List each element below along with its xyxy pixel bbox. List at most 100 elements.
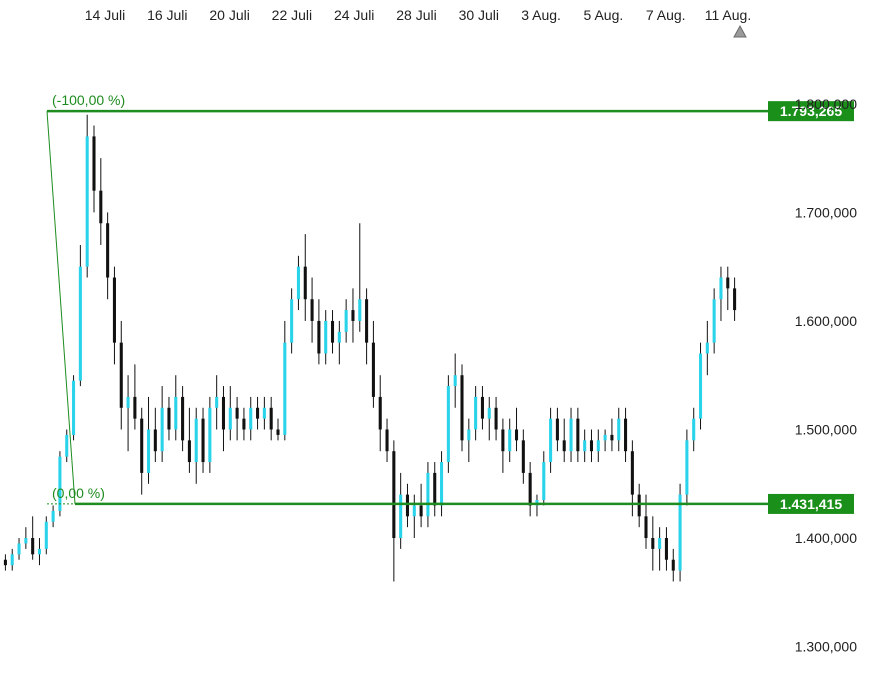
fib-anchor-line[interactable] [46,111,76,504]
x-tick-label: 14 Juli [85,7,125,23]
candle-body [160,407,164,452]
x-tick-label: 28 Juli [396,7,436,23]
x-tick-label: 20 Juli [209,7,249,23]
candle-body [24,538,28,544]
candle-body [242,418,246,430]
candle-body [51,510,55,522]
candle-body [194,418,198,463]
fib-level-label: (0,00 %) [52,485,105,501]
candle-body [228,407,232,430]
candle-body [487,407,491,419]
candle-body [446,386,450,463]
x-tick-label: 3 Aug. [521,7,561,23]
candle-body [630,451,634,495]
candle-body [392,451,396,539]
candle-body [528,472,532,506]
candle-body [610,434,614,441]
candle-body [399,494,403,539]
candle-body [569,418,573,452]
candle-body [187,440,191,463]
candle-body [549,418,553,463]
candle-body [174,396,178,430]
candle-body [637,494,641,517]
candle-body [583,440,587,452]
candle-body [17,543,21,555]
candle-body [106,223,110,278]
candle-body [58,456,62,511]
candle-body [603,434,607,441]
candle-body [126,396,130,408]
candle-body [99,190,103,224]
candle-body [542,462,546,501]
candle-body [508,429,512,452]
candle-body [671,559,675,571]
candle-body [562,440,566,452]
triangle-up-icon[interactable] [732,24,748,39]
candle-body [256,407,260,419]
candle-body [726,277,730,289]
candle-body [269,407,273,430]
y-axis-labels: 1.300,000 1.400,000 1.500,000 1.600,000 1.70… [795,96,857,655]
candle-body [460,375,464,441]
candle-body [576,418,580,452]
candle-body [3,559,7,566]
candles-group [3,114,737,582]
candle-body [405,494,410,517]
candle-body [276,429,280,435]
candle-body [119,342,123,408]
fib-price-badge [768,493,854,514]
candle-body [337,331,341,343]
fib-levels: (-100,00 %) 1.793,265 (0,00 %) 1.431,415 [46,92,854,514]
candle-body [85,136,89,267]
y-tick-label: 1.800,000 [795,96,857,112]
candle-body [685,440,689,495]
candle-body [719,277,723,300]
candle-body [344,310,348,332]
candle-body [283,342,287,435]
candle-body [419,505,423,517]
candle-body [501,429,505,452]
candle-body [412,505,416,517]
candle-body [589,440,594,452]
candle-body [167,407,171,430]
candle-body [494,407,498,430]
fib-price-badge [768,101,854,122]
candle-body [698,353,703,419]
candle-body [324,320,328,354]
candle-body [474,396,478,430]
candle-body [440,462,444,506]
x-axis-labels: 14 Juli 16 Juli 20 Juli 22 Juli 24 Juli 28 Ju… [85,7,751,23]
candle-body [433,472,437,506]
candle-body [330,320,335,343]
candle-body [351,310,355,321]
x-tick-label: 7 Aug. [646,7,686,23]
candle-body [262,407,266,419]
candle-body [112,277,116,343]
candle-body [303,266,307,300]
candle-body [92,136,96,191]
fib-level-label: (-100,00 %) [52,92,125,108]
candle-body [705,342,709,354]
candle-body [65,434,69,457]
candle-body [44,521,48,549]
candle-body [480,396,484,419]
candle-body [181,396,185,441]
candle-body [385,429,389,452]
candle-body [215,396,219,408]
y-tick-label: 1.300,000 [795,639,857,655]
candle-body [467,429,471,441]
candle-body [624,418,628,452]
candle-body [140,418,144,473]
x-tick-label: 24 Juli [334,7,374,23]
y-tick-label: 1.700,000 [795,204,857,220]
candle-body [692,418,696,441]
y-tick-label: 1.600,000 [795,313,857,329]
candle-body [365,299,369,343]
candle-body [453,375,457,387]
candle-body [596,440,600,452]
candle-body [37,548,42,555]
candle-body [371,342,375,397]
x-tick-label: 16 Juli [147,7,187,23]
candle-body [208,407,212,463]
